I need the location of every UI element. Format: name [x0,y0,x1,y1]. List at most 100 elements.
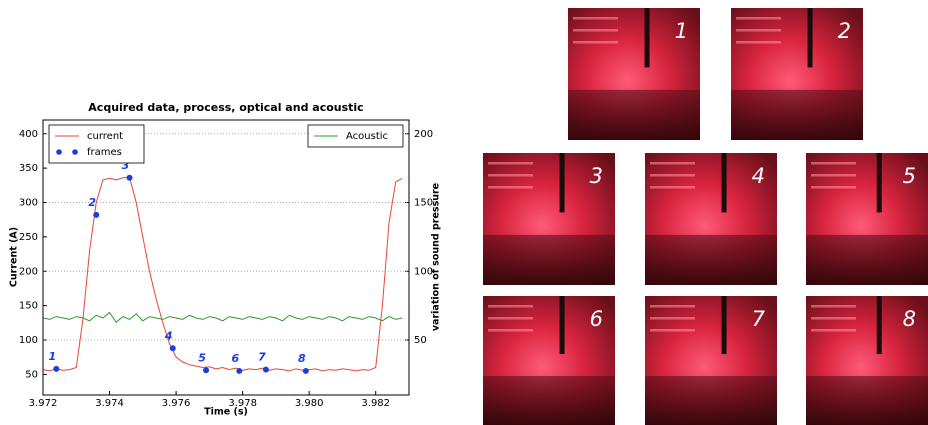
line-acoustic [42,311,403,323]
x-tick-label: 3.982 [361,398,390,409]
overlay-text [650,305,695,308]
electrode [721,153,727,213]
tile-floor [645,234,777,285]
frame-point [302,367,309,374]
y-tick-label: 300 [19,198,38,209]
tile-number: 6 [590,307,603,331]
y-tick-label: 250 [19,232,38,243]
frame-point [169,345,176,352]
frame-point [262,366,269,373]
y2-tick-label: 150 [414,198,433,209]
overlay-text [573,17,618,20]
tile-number: 4 [752,164,765,188]
overlay-text [488,162,533,165]
electrode [721,296,727,355]
y2-tick-label: 100 [414,266,433,277]
y-tick-label: 200 [19,266,38,277]
frame-point [93,211,100,218]
overlay-text [488,329,533,332]
overlay-text [811,186,856,189]
tile-number: 5 [903,164,916,188]
overlay-text [650,329,695,332]
legend-label: frames [87,147,122,158]
frame-point [53,365,60,372]
overlay-text [573,29,618,32]
frame-label: 8 [298,352,306,365]
tile-floor [483,234,615,285]
overlay-text [736,29,781,32]
electrode [644,8,650,68]
frame-label: 5 [198,351,206,364]
y2-tick-label: 50 [414,335,427,346]
y-axis-label: Current (A) [9,227,20,287]
electrode [876,153,882,213]
tile-number: 1 [675,19,688,43]
overlay-text [488,305,533,308]
overlay-text [488,317,533,320]
y-tick-label: 50 [25,369,38,380]
y-tick-label: 350 [19,163,38,174]
tile-floor [483,375,615,425]
y2-axis-label: variation of sound pressure [431,183,442,331]
frame-point [203,367,210,374]
tile-number: 2 [838,19,851,43]
tile-floor [731,89,863,140]
overlay-text [811,329,856,332]
overlay-text [736,17,781,20]
overlay-text [811,305,856,308]
tile-number: 8 [903,307,916,331]
x-tick-label: 3.972 [29,398,58,409]
frame-label: 4 [164,329,173,342]
x-tick-label: 3.976 [162,398,191,409]
axes-frame [42,119,410,396]
image-tile: 5 [806,153,928,285]
overlay-text [650,317,695,320]
y2-tick-label: 200 [414,129,433,140]
overlay-text [650,162,695,165]
frame-point [126,174,133,181]
electrode [559,296,565,355]
frame-label: 3 [122,159,130,172]
tile-floor [806,375,928,425]
y-tick-label: 100 [19,335,38,346]
overlay-text [811,162,856,165]
legend-label: Acoustic [346,131,388,142]
x-tick-label: 3.978 [228,398,257,409]
image-tile: 4 [645,153,777,285]
frame-label: 1 [48,350,56,363]
legend-box [307,124,404,148]
electrode [559,153,565,213]
x-tick-label: 3.980 [295,398,324,409]
x-tick-label: 3.974 [95,398,124,409]
overlay-text [488,174,533,177]
image-tile: 1 [568,8,700,140]
frame-label: 2 [88,196,96,209]
image-tile: 3 [483,153,615,285]
legend-label: current [87,131,123,142]
tile-floor [645,375,777,425]
frame-label: 6 [231,352,239,365]
line-current [42,176,403,372]
image-tile: 2 [731,8,863,140]
frame-label: 7 [258,351,266,364]
y-tick-label: 400 [19,129,38,140]
frame-point [236,367,243,374]
overlay-text [811,174,856,177]
chart-title: Acquired data, process, optical and acou… [88,101,363,114]
legend-marker [56,149,62,155]
overlay-text [811,317,856,320]
image-tile: 6 [483,296,615,425]
tile-number: 7 [752,307,766,331]
overlay-text [736,41,781,44]
overlay-text [573,41,618,44]
image-tile: 8 [806,296,928,425]
overlay-text [488,186,533,189]
electrode [807,8,813,68]
legend-marker [72,149,78,155]
image-tile: 7 [645,296,777,425]
overlay-text [650,174,695,177]
y-tick-label: 150 [19,301,38,312]
tile-floor [568,89,700,140]
x-axis-label: Time (s) [204,407,248,418]
